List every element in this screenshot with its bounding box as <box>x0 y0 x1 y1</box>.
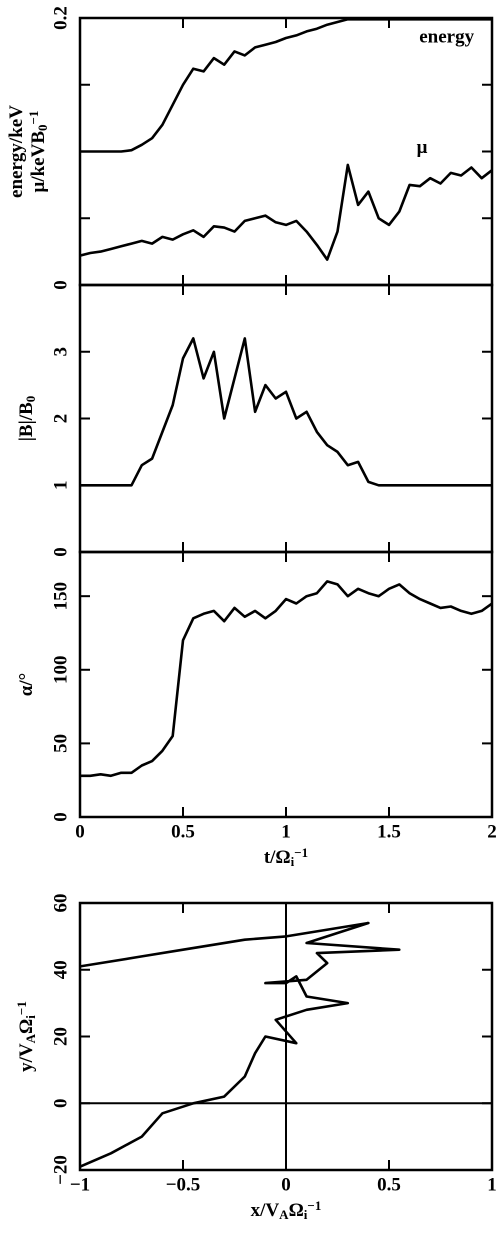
frame <box>78 901 494 1172</box>
frame <box>78 16 494 287</box>
y-tick-label: 100 <box>50 656 71 685</box>
y-tick-label: 1 <box>50 481 71 491</box>
y-tick-label: −20 <box>50 1155 71 1185</box>
y-tick-label: 20 <box>50 1027 71 1046</box>
y-tick-label: 3 <box>50 347 71 357</box>
y-tick-label: 2 <box>50 414 71 424</box>
data-line <box>80 163 492 261</box>
x-tick-label: 0 <box>281 1174 291 1195</box>
label-part: A <box>279 1207 289 1222</box>
label-part: 0 <box>23 396 38 403</box>
y-tick-label: 0 <box>50 547 71 557</box>
label-part: x/V <box>251 1200 280 1221</box>
x-tick-label: 1.5 <box>377 821 401 842</box>
label-part: t/Ω <box>264 847 291 868</box>
x-tick-label: 0.5 <box>377 1174 401 1195</box>
frame <box>78 283 494 554</box>
y-tick-label: 40 <box>50 960 71 979</box>
x-tick-label: 1 <box>487 1174 497 1195</box>
x-tick-label: 0.5 <box>171 821 195 842</box>
label-part: i <box>291 854 295 869</box>
y-tick-label: 60 <box>50 894 71 913</box>
data-line <box>80 580 492 778</box>
label-part: 0 <box>35 124 50 131</box>
x-tick-label: 2 <box>487 821 497 842</box>
label-part: |B|/B <box>16 402 37 441</box>
y-axis-label: α/° <box>16 673 37 696</box>
y-axis-label: |B|/B0 <box>16 396 38 442</box>
data-line <box>80 18 492 153</box>
label-part: Ω <box>16 1019 37 1034</box>
y-axis-label: μ/keVB0−1 <box>26 111 50 193</box>
y-tick-label: 0.2 <box>50 6 71 30</box>
data-line <box>80 921 401 1168</box>
label-part: −1 <box>307 1198 321 1213</box>
label-part: energy/keV <box>6 105 27 198</box>
label-part: y/V <box>16 1043 37 1072</box>
x-tick-label: −1 <box>70 1174 90 1195</box>
label-part: i <box>304 1207 308 1222</box>
label-part: μ/keVB <box>28 131 49 193</box>
y-tick-label: 0 <box>50 280 71 290</box>
label-part: A <box>23 1033 38 1043</box>
annotation: μ <box>417 137 428 158</box>
frame <box>78 550 494 819</box>
label-part: −1 <box>294 845 308 860</box>
annotation: energy <box>419 26 474 47</box>
y-tick-label: 150 <box>50 582 71 611</box>
y-axis-label: y/VAΩi−1 <box>14 1001 38 1072</box>
label-part: −1 <box>26 111 41 125</box>
y-axis-label: energy/keV <box>6 105 27 198</box>
label-part: Ω <box>289 1200 304 1221</box>
label-part: α/° <box>16 673 37 696</box>
x-axis-label: t/Ωi−1 <box>264 845 308 869</box>
label-part: i <box>23 1015 38 1019</box>
y-tick-label: 0 <box>50 812 71 822</box>
x-tick-label: 0 <box>75 821 85 842</box>
x-tick-label: 1 <box>281 821 291 842</box>
y-tick-label: 0 <box>50 1099 71 1109</box>
label-part: −1 <box>14 1001 29 1015</box>
y-tick-label: 50 <box>50 734 71 753</box>
data-line <box>80 337 492 487</box>
x-tick-label: −0.5 <box>166 1174 201 1195</box>
x-axis-label: x/VAΩi−1 <box>251 1198 322 1222</box>
